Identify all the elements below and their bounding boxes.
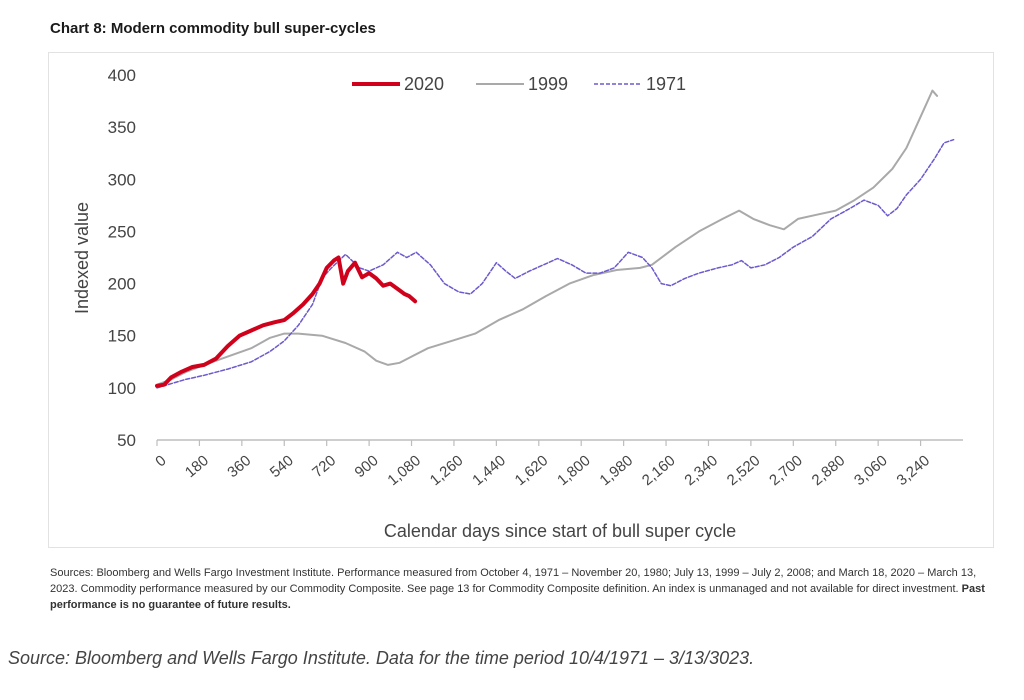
x-tick-label: 1,980 [597,452,637,489]
y-axis-label: Indexed value [72,202,92,314]
y-axis-ticks: 50 100 150 200 250 300 350 400 [108,66,136,450]
y-tick-label: 250 [108,222,136,241]
legend-label-1971: 1971 [646,74,686,94]
x-tick-label: 1,080 [384,452,424,489]
chart-title: Chart 8: Modern commodity bull super-cyc… [50,20,376,37]
x-tick-label: 3,240 [893,452,933,489]
x-tick-label: 540 [267,452,297,481]
image-caption: Source: Bloomberg and Wells Fargo Instit… [8,648,755,668]
series-line-2020 [155,255,418,388]
x-tick-label: 720 [309,452,339,481]
y-tick-label: 50 [117,431,136,450]
x-tick-label: 1,800 [554,452,594,489]
x-tick-label: 2,880 [809,452,849,489]
y-tick-label: 150 [108,327,136,346]
y-tick-label: 300 [108,170,136,189]
x-tick-label: 1,440 [469,452,509,489]
series-lines [155,89,955,389]
sources-text: Sources: Bloomberg and Wells Fargo Inves… [50,567,977,595]
series-line-1971 [156,138,955,389]
y-tick-label: 350 [108,118,136,137]
x-tick-label: 2,700 [766,452,806,489]
performance-disclaimer: Past performance is no guarantee of futu… [50,583,985,611]
series-line-1999 [156,89,939,386]
x-tick-label: 1,620 [512,452,552,489]
x-axis-ticks: 0 180 360 540 720 900 1,080 1,260 1,440 1,620 1,80… [152,439,963,489]
x-tick-label: 3,060 [851,452,891,489]
x-tick-label: 0 [152,452,169,470]
legend: 2020 1999 1971 [352,74,686,94]
y-tick-label: 200 [108,275,136,294]
line-chart: 50 100 150 200 250 300 350 400 0 180 360 540 720 900… [72,66,963,541]
x-tick-label: 2,340 [681,452,721,489]
chart-frame [48,52,994,548]
x-axis-label: Calendar days since start of bull super … [384,521,736,541]
x-tick-label: 2,160 [639,452,679,489]
x-tick-label: 180 [182,452,212,481]
x-tick-label: 2,520 [724,452,764,489]
sources-note: Sources: Bloomberg and Wells Fargo Inves… [50,565,990,613]
y-tick-label: 100 [108,379,136,398]
legend-label-2020: 2020 [404,74,444,94]
x-tick-label: 1,260 [427,452,467,489]
x-tick-label: 360 [224,452,254,481]
y-tick-label: 400 [108,66,136,85]
x-tick-label: 900 [352,452,382,481]
legend-label-1999: 1999 [528,74,568,94]
